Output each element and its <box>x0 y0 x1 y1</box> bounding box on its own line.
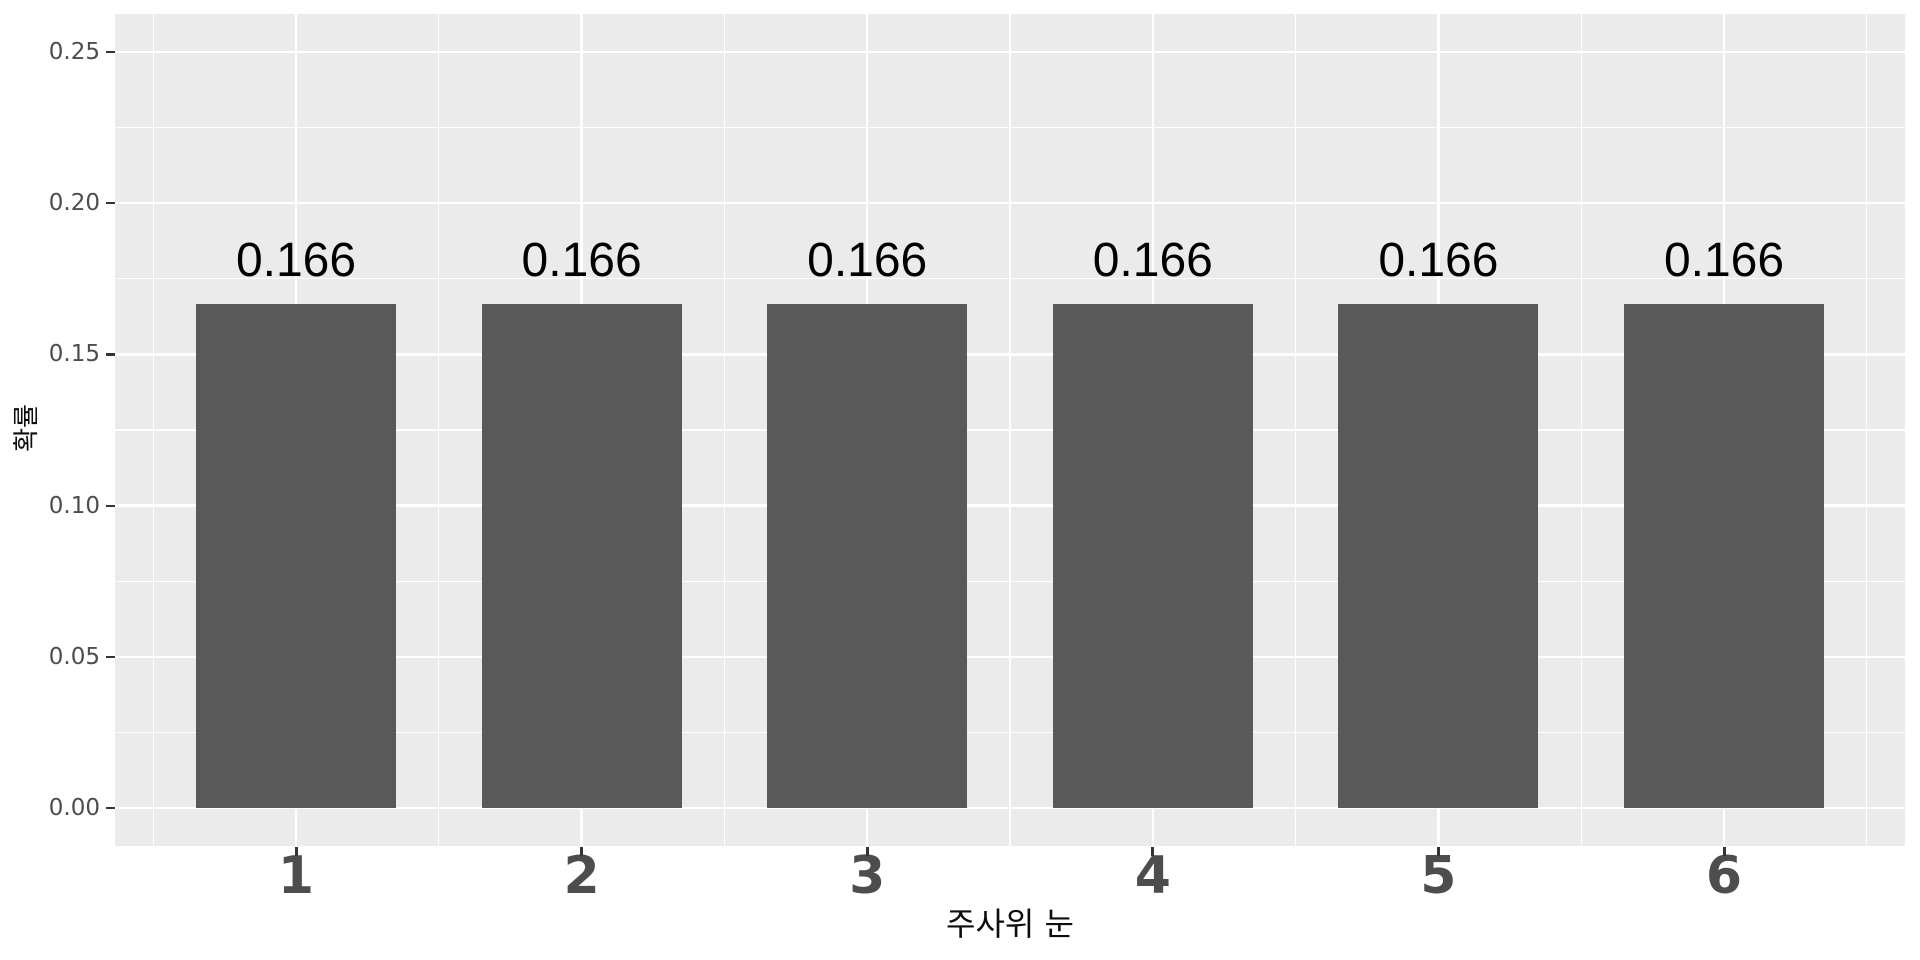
bar-category-5 <box>1338 303 1539 808</box>
x-tick-mark <box>580 847 584 856</box>
y-axis-title: 확률 <box>12 404 42 452</box>
y-tick-label: 0.25 <box>48 39 100 65</box>
bar-value-label: 0.166 <box>1663 234 1785 287</box>
x-tick-mark <box>1151 847 1155 856</box>
major-gridline-horizontal <box>115 353 1905 356</box>
minor-gridline-vertical <box>438 14 440 846</box>
minor-gridline-vertical <box>1580 14 1582 846</box>
x-tick-label: 6 <box>1705 846 1743 906</box>
x-tick-mark <box>294 847 298 856</box>
y-tick-label: 0.00 <box>48 795 100 821</box>
x-tick-label: 1 <box>277 846 315 906</box>
bar-value-label: 0.166 <box>521 234 642 287</box>
y-tick-mark <box>106 353 115 356</box>
y-tick-label: 0.15 <box>48 341 100 368</box>
y-tick-label: 0.05 <box>48 643 100 670</box>
x-tick-label: 3 <box>849 846 886 906</box>
y-tick-mark <box>106 655 115 658</box>
bar-category-6 <box>1624 303 1824 808</box>
x-tick-mark <box>865 847 869 856</box>
bar-category-1 <box>196 303 396 808</box>
minor-gridline-vertical <box>723 14 725 846</box>
bar-category-3 <box>767 303 968 808</box>
y-tick-mark <box>106 202 115 205</box>
bar-value-label: 0.166 <box>1378 234 1499 287</box>
x-tick-label: 5 <box>1420 846 1457 906</box>
y-tick-mark <box>106 807 115 810</box>
y-tick-mark <box>106 504 115 507</box>
bar-value-label: 0.166 <box>807 234 928 287</box>
y-tick-label: 0.20 <box>48 190 100 217</box>
major-gridline-horizontal <box>115 655 1905 659</box>
bar-category-4 <box>1052 303 1253 808</box>
major-gridline-horizontal <box>115 50 1905 54</box>
major-gridline-horizontal <box>115 504 1905 507</box>
y-tick-label: 0.10 <box>48 492 100 519</box>
plot-panel <box>115 14 1905 846</box>
x-tick-label: 2 <box>563 846 600 906</box>
bar-value-label: 0.166 <box>235 234 357 287</box>
x-tick-mark <box>1722 847 1726 856</box>
x-axis-title: 주사위 눈 <box>946 905 1074 943</box>
minor-gridline-vertical <box>1009 14 1011 846</box>
x-tick-label: 4 <box>1134 846 1171 906</box>
major-gridline-horizontal <box>115 201 1905 205</box>
bar-category-2 <box>481 303 682 808</box>
x-tick-mark <box>1436 847 1440 856</box>
bar-value-label: 0.166 <box>1092 234 1213 287</box>
minor-gridline-vertical <box>1295 14 1297 846</box>
minor-gridline-vertical <box>152 14 154 846</box>
y-tick-mark <box>106 51 115 54</box>
major-gridline-horizontal <box>115 806 1905 810</box>
minor-gridline-vertical <box>1866 14 1868 846</box>
